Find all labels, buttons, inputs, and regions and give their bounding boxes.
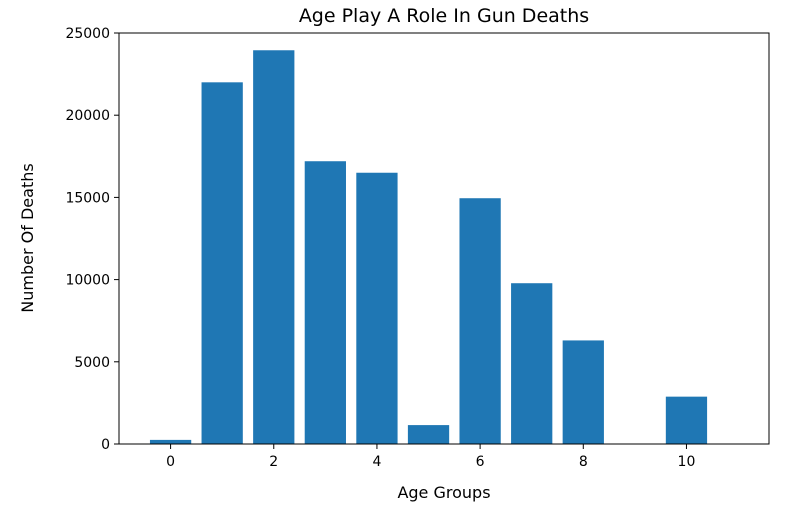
x-axis-ticks: 0 2 4 6 8 10 <box>166 444 695 470</box>
plot-area <box>149 50 708 445</box>
bar-3 <box>304 161 346 444</box>
y-tick-label: 20000 <box>65 108 110 124</box>
y-tick-label: 15000 <box>65 190 110 206</box>
bar-1 <box>201 82 243 444</box>
x-tick-label: 0 <box>166 454 175 470</box>
y-tick-label: 0 <box>101 437 110 453</box>
x-tick-label: 8 <box>579 454 588 470</box>
y-axis-ticks: 0 5000 10000 15000 20000 25000 <box>65 26 119 453</box>
bar-10 <box>665 396 708 444</box>
bar-8 <box>562 340 604 444</box>
bar-4 <box>356 172 398 445</box>
x-tick-label: 2 <box>269 454 278 470</box>
x-tick-label: 6 <box>476 454 485 470</box>
x-tick-label: 4 <box>372 454 381 470</box>
bar-7 <box>511 283 553 444</box>
x-axis-label: Age Groups <box>397 483 490 502</box>
bar-5 <box>407 425 450 444</box>
plot-frame <box>118 32 770 445</box>
bar-6 <box>459 198 501 444</box>
y-tick-label: 25000 <box>65 26 110 42</box>
chart-title: Age Play A Role In Gun Deaths <box>299 5 589 27</box>
y-tick-label: 5000 <box>74 355 110 371</box>
x-tick-label: 10 <box>678 454 696 470</box>
y-axis-label: Number Of Deaths <box>18 163 37 312</box>
bar-2 <box>253 50 295 445</box>
bar-0 <box>149 439 192 444</box>
y-tick-label: 10000 <box>65 273 110 289</box>
